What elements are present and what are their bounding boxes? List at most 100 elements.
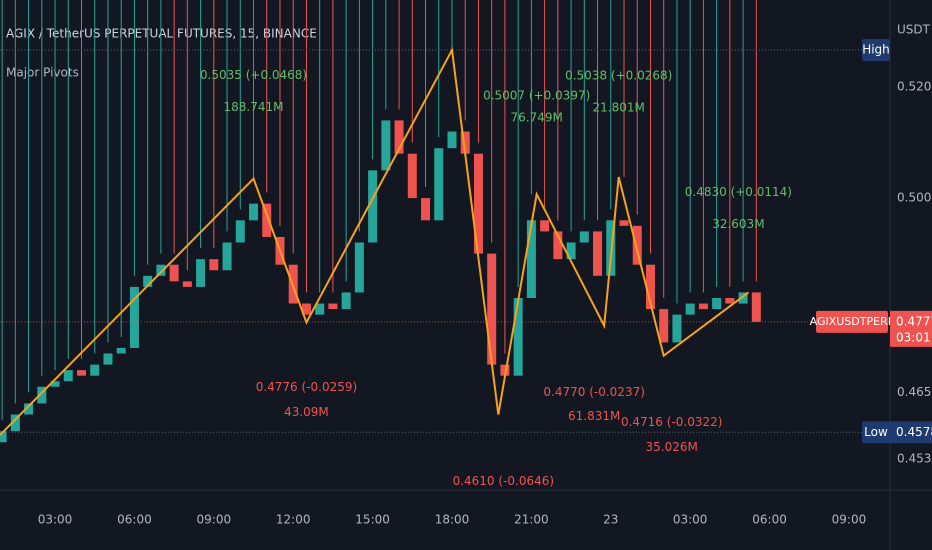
candle-body	[725, 297, 735, 304]
candle-body	[659, 309, 669, 343]
x-tick-label: 09:00	[197, 513, 232, 527]
candle-body	[645, 264, 655, 310]
last-price: 0.4777	[896, 314, 932, 328]
candle-body	[434, 148, 444, 221]
candle-body	[579, 231, 589, 243]
x-tick-label: 09:00	[832, 513, 867, 527]
pivot-label: 0.4610 (-0.0646)	[453, 474, 554, 488]
x-tick-label: 06:00	[752, 513, 787, 527]
candle-body	[341, 292, 351, 310]
pivot-volume: 32.603M	[712, 217, 764, 231]
pivot-label: 0.4716 (-0.0322)	[621, 415, 722, 429]
candle-body	[90, 364, 100, 376]
candle-body	[50, 381, 60, 387]
candle-body	[473, 153, 483, 254]
candle-body	[222, 242, 232, 271]
pivot-label: 0.5007 (+0.0397)	[483, 89, 590, 103]
candle-body	[593, 231, 603, 276]
candle-body	[407, 153, 417, 199]
candle-body	[328, 303, 338, 310]
candle-body	[315, 303, 325, 315]
candle-body	[500, 364, 510, 376]
high-label: High	[862, 42, 890, 56]
candle-body	[209, 259, 219, 271]
candle-body	[77, 370, 87, 376]
candle-body	[103, 353, 113, 365]
symbol-label: AGIXUSDTPERP	[810, 315, 895, 328]
candle-body	[381, 120, 391, 171]
candle-body	[10, 414, 20, 432]
candle-body	[169, 264, 179, 282]
candle-body	[156, 264, 166, 276]
x-tick-label: 06:00	[117, 513, 152, 527]
candle-body	[447, 131, 457, 149]
candle-body	[235, 220, 245, 243]
candle-body	[354, 242, 364, 293]
candle-body	[513, 297, 523, 376]
candle-body	[37, 386, 47, 404]
price-badge	[890, 310, 932, 347]
candle-body	[368, 170, 378, 243]
low-badge	[862, 421, 932, 444]
candle-body	[566, 242, 576, 260]
chart-title: AGIX / TetherUS PERPETUAL FUTURES, 15, B…	[6, 27, 317, 41]
pivot-label: 0.4770 (-0.0237)	[543, 385, 644, 399]
pivot-volume: 43.09M	[284, 405, 329, 419]
candle-body	[116, 347, 126, 354]
candle-body	[196, 259, 206, 287]
candle-body	[129, 286, 139, 348]
pivot-label: 0.5038 (+0.0268)	[565, 69, 672, 83]
candle-body	[526, 220, 536, 298]
x-tick-label: 15:00	[355, 513, 390, 527]
candle-body	[712, 297, 722, 310]
x-tick-label: 12:00	[276, 513, 311, 527]
candle-body	[632, 225, 642, 265]
candle-body	[262, 203, 272, 237]
candle-body	[553, 231, 563, 260]
candle-body	[738, 292, 748, 304]
candle-body	[672, 314, 682, 343]
pivot-volume: 76.749M	[511, 111, 563, 125]
candle-body	[685, 303, 695, 315]
currency: USDT	[897, 23, 931, 37]
candle-body	[394, 120, 404, 154]
pivot-label: 0.4776 (-0.0259)	[256, 380, 357, 394]
candle-body	[24, 403, 34, 415]
pivot-label: 0.4830 (+0.0114)	[685, 185, 792, 199]
symbol-badge	[816, 310, 888, 333]
low-label: Low	[864, 425, 888, 439]
pivot-label: 0.5035 (+0.0468)	[200, 68, 307, 82]
x-tick-label: 03:00	[38, 513, 73, 527]
candle-body	[143, 275, 153, 287]
candle-body	[63, 370, 73, 382]
candle-body	[182, 281, 192, 287]
candle-body	[619, 220, 629, 226]
x-tick-label: 21:00	[514, 513, 549, 527]
zigzag-line	[0, 46, 749, 436]
candle-body	[249, 203, 259, 221]
candle-body	[751, 292, 761, 322]
low-value: 0.4578	[896, 425, 932, 439]
x-tick-label: 18:00	[435, 513, 470, 527]
pivot-volume: 35.026M	[646, 440, 698, 454]
pivot-volume: 61.831M	[568, 409, 620, 423]
candle-body	[0, 431, 7, 443]
candle-body	[540, 220, 550, 232]
pivot-volume: 188.741M	[224, 100, 284, 114]
countdown: 03:01	[896, 330, 931, 344]
candle-body	[460, 131, 470, 154]
candle-body	[421, 198, 431, 221]
pivot-volume: 21.801M	[593, 101, 645, 115]
candle-body	[698, 303, 708, 310]
candle-body	[487, 253, 497, 365]
candle-body	[301, 303, 311, 315]
x-tick-label: 03:00	[673, 513, 708, 527]
high-badge	[862, 38, 890, 61]
